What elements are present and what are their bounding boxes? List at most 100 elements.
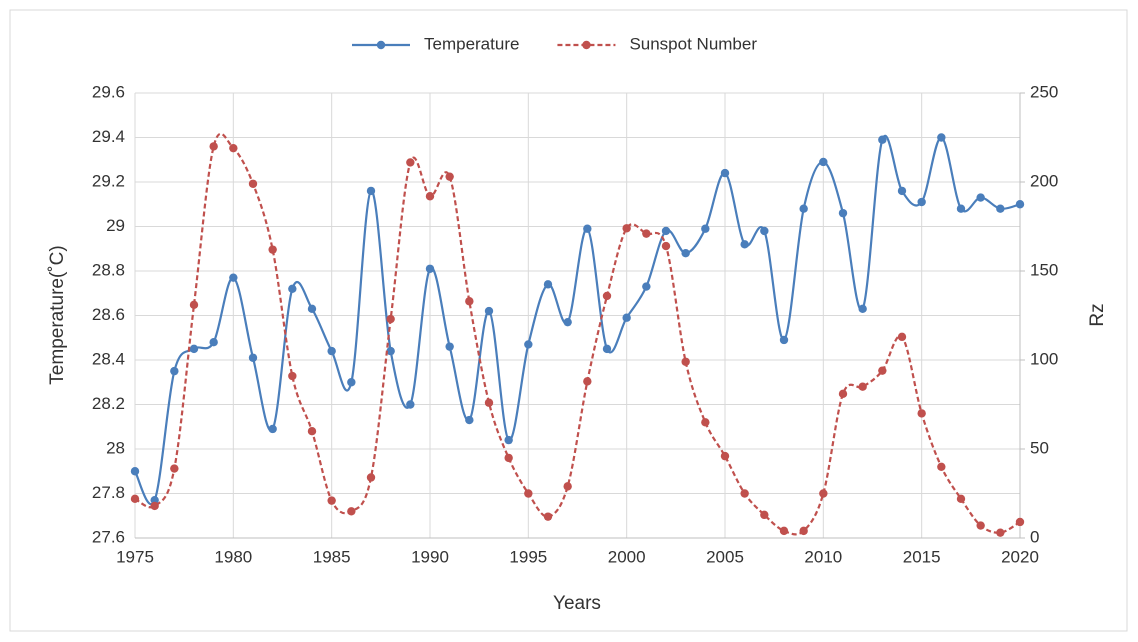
y-tick-label: 29: [106, 216, 125, 235]
y-tick-label: 28.2: [92, 394, 125, 413]
data-point: [307, 427, 317, 436]
y2-tick-label: 200: [1030, 171, 1058, 190]
data-point: [602, 291, 612, 301]
data-point: [248, 179, 258, 188]
data-point: [347, 507, 356, 516]
data-point: [878, 366, 887, 375]
data-point: [602, 344, 612, 354]
data-point: [268, 245, 277, 254]
data-point: [622, 224, 631, 233]
y2-tick-label: 50: [1030, 438, 1049, 457]
data-point: [681, 249, 690, 258]
data-point: [976, 193, 985, 202]
y2-tick-label: 100: [1030, 349, 1058, 368]
data-point: [425, 192, 435, 201]
data-point: [681, 357, 690, 366]
data-point: [327, 346, 336, 356]
data-point: [956, 494, 966, 504]
data-point: [229, 143, 238, 153]
data-point: [524, 340, 533, 349]
data-point: [543, 280, 553, 289]
data-point: [819, 157, 828, 167]
data-point: [661, 226, 671, 236]
data-point: [622, 313, 631, 322]
data-point: [209, 142, 218, 151]
data-point: [209, 338, 218, 347]
data-point: [130, 494, 140, 504]
x-tick-label: 1990: [411, 547, 449, 566]
data-point: [366, 186, 376, 196]
y-tick-label: 29.2: [92, 171, 125, 190]
data-point: [288, 284, 297, 293]
y2-axis-title: Rz: [1087, 303, 1108, 326]
data-point: [740, 489, 749, 498]
x-tick-label: 2020: [1001, 547, 1039, 566]
data-point: [445, 172, 454, 181]
data-point: [897, 332, 907, 342]
y-tick-label: 29.6: [92, 82, 125, 101]
data-point: [720, 451, 730, 461]
data-point: [268, 424, 277, 434]
x-tick-label: 2015: [903, 547, 941, 566]
x-tick-label: 1975: [116, 547, 154, 566]
data-point: [484, 306, 494, 316]
data-point: [229, 273, 238, 282]
data-point: [897, 186, 907, 196]
data-point: [406, 158, 415, 167]
data-point: [130, 467, 140, 476]
data-point: [504, 453, 513, 463]
data-point: [563, 317, 572, 327]
data-point: [189, 300, 199, 310]
data-point: [406, 400, 415, 409]
data-point: [248, 353, 258, 362]
data-point: [150, 495, 159, 505]
data-point: [878, 135, 887, 144]
data-point: [838, 389, 848, 399]
legend-label: Temperature: [424, 34, 519, 53]
data-point: [779, 526, 789, 536]
data-point: [779, 335, 789, 345]
data-point: [996, 528, 1005, 537]
data-point: [288, 371, 297, 381]
data-point: [937, 462, 946, 471]
data-point: [858, 304, 867, 314]
data-point: [386, 314, 395, 324]
data-point: [701, 224, 710, 233]
y-tick-label: 28: [106, 438, 125, 457]
data-point: [937, 133, 946, 142]
data-point: [917, 409, 926, 418]
data-point: [445, 342, 454, 351]
x-tick-label: 2010: [804, 547, 842, 566]
data-point: [347, 378, 356, 387]
y2-tick-label: 0: [1030, 527, 1039, 546]
data-point: [170, 464, 179, 473]
data-point: [819, 489, 828, 498]
legend-marker: [376, 40, 386, 50]
y-tick-label: 28.4: [92, 349, 125, 368]
data-point: [720, 168, 730, 178]
x-tick-label: 2005: [706, 547, 744, 566]
x-tick-label: 1985: [313, 547, 351, 566]
legend-label: Sunspot Number: [629, 34, 757, 53]
data-point: [425, 264, 435, 273]
y2-tick-label: 250: [1030, 82, 1058, 101]
data-point: [760, 510, 769, 520]
x-axis-title: Years: [553, 593, 601, 614]
data-point: [642, 282, 651, 291]
data-point: [465, 415, 474, 425]
data-point: [307, 304, 317, 314]
data-point: [170, 366, 179, 376]
data-point: [366, 473, 376, 482]
data-point: [996, 204, 1005, 213]
x-tick-label: 2000: [608, 547, 646, 566]
data-point: [760, 226, 769, 236]
y-tick-label: 29.4: [92, 127, 125, 146]
data-point: [701, 418, 710, 427]
data-point: [976, 521, 985, 530]
y-tick-label: 27.8: [92, 483, 125, 502]
data-point: [583, 377, 592, 386]
data-point: [583, 224, 592, 233]
y-axis-title: Temperature(˚C): [47, 245, 68, 384]
data-point: [799, 526, 808, 536]
